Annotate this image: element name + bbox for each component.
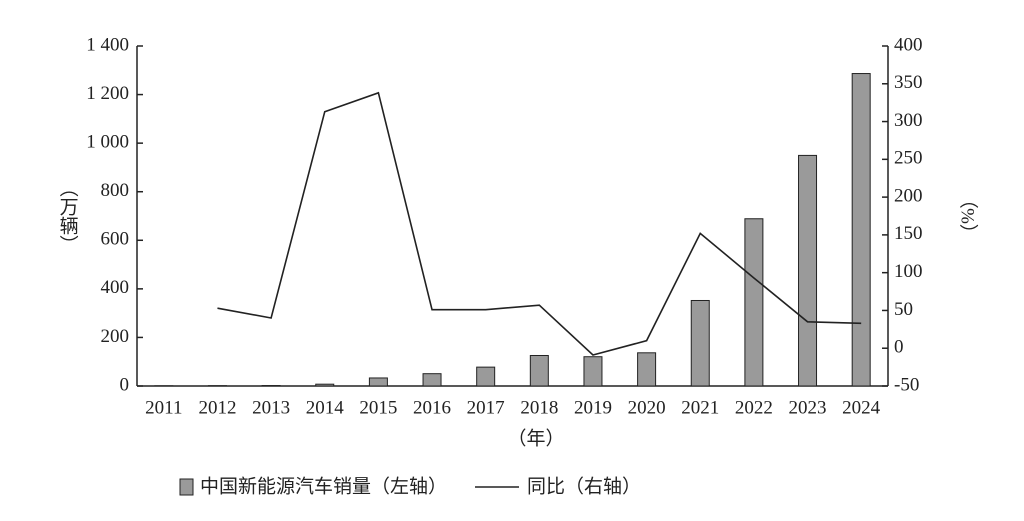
y2-tick-label: -50 xyxy=(894,374,919,395)
x-tick-label: 2012 xyxy=(198,397,236,418)
x-tick-label: 2015 xyxy=(359,397,397,418)
x-tick-label: 2021 xyxy=(681,397,719,418)
x-tick-label: 2016 xyxy=(413,397,451,418)
x-tick-label: 2023 xyxy=(789,397,827,418)
bar xyxy=(422,373,442,387)
y-tick-label: 400 xyxy=(101,277,130,298)
y2-tick-label: 100 xyxy=(894,261,923,282)
x-tick-label: 2014 xyxy=(306,397,345,418)
y2-axis-label: （%） xyxy=(957,189,979,243)
y-tick-label: 1 400 xyxy=(86,34,129,55)
x-axis-label: （年） xyxy=(507,427,564,449)
legend-swatch xyxy=(179,478,194,496)
y2-tick-label: 300 xyxy=(894,110,923,131)
bar xyxy=(690,299,710,387)
bar xyxy=(798,154,818,387)
bar xyxy=(315,383,335,387)
y2-tick-label: 50 xyxy=(894,299,913,320)
y-tick-label: 800 xyxy=(101,180,130,201)
x-tick-label: 2013 xyxy=(252,397,290,418)
y-tick-label: 1 000 xyxy=(86,132,129,153)
bar xyxy=(851,73,871,387)
y-tick-label: 1 200 xyxy=(86,83,129,104)
y2-tick-label: 350 xyxy=(894,72,923,93)
bar xyxy=(368,377,388,387)
y-tick-label: 600 xyxy=(101,229,130,250)
y2-tick-label: 150 xyxy=(894,223,923,244)
x-tick-label: 2019 xyxy=(574,397,612,418)
legend-label: 同比（右轴） xyxy=(527,475,641,497)
bar xyxy=(476,366,496,387)
y2-tick-label: 400 xyxy=(894,34,923,55)
bar xyxy=(529,354,549,387)
bar xyxy=(637,352,657,387)
x-tick-label: 2017 xyxy=(467,397,505,418)
x-tick-label: 2011 xyxy=(145,397,182,418)
x-tick-label: 2024 xyxy=(842,397,881,418)
x-tick-label: 2022 xyxy=(735,397,773,418)
bar xyxy=(744,218,764,387)
line xyxy=(217,91,862,356)
bar xyxy=(583,356,603,387)
x-tick-label: 2018 xyxy=(520,397,558,418)
y2-tick-label: 200 xyxy=(894,185,923,206)
y-tick-label: 200 xyxy=(101,326,130,347)
legend-label: 中国新能源汽车销量（左轴） xyxy=(200,475,447,497)
y-axis-label: （万辆） xyxy=(57,178,79,254)
y-tick-label: 0 xyxy=(120,374,130,395)
x-tick-label: 2020 xyxy=(628,397,666,418)
y2-tick-label: 250 xyxy=(894,148,923,169)
y2-tick-label: 0 xyxy=(894,337,904,358)
